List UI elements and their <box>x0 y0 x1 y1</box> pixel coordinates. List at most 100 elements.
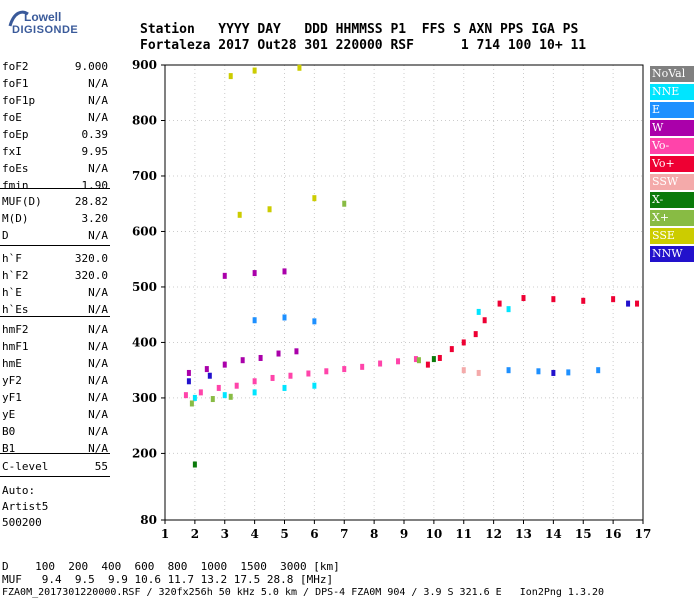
data-point <box>416 357 421 364</box>
param-value: N/A <box>88 408 108 421</box>
y-tick-label: 400 <box>132 335 157 349</box>
logo-line2: DIGISONDE <box>12 24 79 36</box>
data-point <box>497 300 502 307</box>
param-value: N/A <box>88 94 108 107</box>
lowell-digisonde-logo <box>4 6 64 46</box>
data-point <box>192 394 197 401</box>
data-point <box>252 389 257 396</box>
param-label: B0 <box>2 425 16 438</box>
param-value: N/A <box>88 425 108 438</box>
param-row: foF2 9.000 <box>2 60 108 74</box>
data-point <box>312 382 317 389</box>
param-label: foF2 <box>2 60 29 73</box>
data-point <box>267 206 272 213</box>
param-value: 320.0 <box>74 252 108 265</box>
param-value: N/A <box>88 77 108 90</box>
legend-item: X+ <box>650 210 694 226</box>
param-value: N/A <box>88 111 108 124</box>
param-row: C-level 55 <box>2 460 108 474</box>
param-row: hmF2 N/A <box>2 323 108 337</box>
param-value: N/A <box>88 374 108 387</box>
data-point <box>189 400 194 407</box>
footer-file-row: FZA0M_2017301220000.RSF / 320fx256h 50 k… <box>2 587 605 598</box>
param-label: h`F2 <box>2 269 29 282</box>
param-value: 0.39 <box>81 128 109 141</box>
data-point <box>222 361 227 368</box>
param-label: foEs <box>2 162 29 175</box>
data-point <box>461 367 466 374</box>
param-label: foF1p <box>2 94 36 107</box>
y-tick-label: 800 <box>132 113 157 127</box>
param-row: D N/A <box>2 229 108 243</box>
param-row: M(D) 3.20 <box>2 212 108 226</box>
y-tick-label: 300 <box>132 391 157 405</box>
param-value: 9.000 <box>74 60 108 73</box>
x-tick-label: 12 <box>485 527 502 541</box>
data-point <box>536 368 541 375</box>
param-row: h`E N/A <box>2 286 108 300</box>
x-tick-label: 11 <box>455 527 472 541</box>
data-point <box>482 317 487 324</box>
data-point <box>222 392 227 399</box>
x-tick-label: 3 <box>221 527 229 541</box>
data-point <box>425 361 430 368</box>
param-label: B1 <box>2 442 16 455</box>
param-row: h`F2 320.0 <box>2 269 108 283</box>
data-point <box>297 64 302 71</box>
x-tick-label: 9 <box>400 527 408 541</box>
x-tick-label: 1 <box>161 527 169 541</box>
data-point <box>252 67 257 74</box>
data-point <box>324 368 329 375</box>
param-value: N/A <box>88 391 108 404</box>
param-label: h`F <box>2 252 22 265</box>
x-tick-label: 17 <box>635 527 652 541</box>
param-row: foEp 0.39 <box>2 128 108 142</box>
data-point <box>252 317 257 324</box>
data-point <box>611 296 616 303</box>
data-point <box>282 314 287 321</box>
param-value: N/A <box>88 303 108 316</box>
data-point <box>342 200 347 207</box>
param-row: foEs N/A <box>2 162 108 176</box>
data-point <box>252 270 257 277</box>
param-value: N/A <box>88 323 108 336</box>
param-row: yF1 N/A <box>2 391 108 405</box>
data-point <box>506 306 511 313</box>
footer-muf-row: MUF 9.4 9.5 9.9 10.6 11.7 13.2 17.5 28.8… <box>2 573 334 586</box>
param-row: yE N/A <box>2 408 108 422</box>
data-point <box>216 384 221 391</box>
data-point <box>186 378 191 385</box>
data-point <box>252 378 257 385</box>
data-point <box>282 384 287 391</box>
footer-distance-row: D 100 200 400 600 800 1000 1500 3000 [km… <box>2 560 340 573</box>
y-tick-label: 900 <box>132 58 157 72</box>
data-point <box>449 346 454 353</box>
data-point <box>476 369 481 376</box>
legend-item: SSE <box>650 228 694 244</box>
x-tick-label: 13 <box>515 527 532 541</box>
data-point <box>360 363 365 370</box>
data-point <box>222 272 227 279</box>
param-row: fxI 9.95 <box>2 145 108 159</box>
data-point <box>312 318 317 325</box>
legend-item: Vo+ <box>650 156 694 172</box>
x-tick-label: 8 <box>370 527 378 541</box>
legend-item: Vo- <box>650 138 694 154</box>
y-tick-label: 200 <box>132 446 157 460</box>
data-point <box>186 369 191 376</box>
data-point <box>294 348 299 355</box>
param-separator <box>0 188 110 189</box>
data-point <box>270 374 275 381</box>
param-label: foE <box>2 111 22 124</box>
data-point <box>198 389 203 396</box>
x-tick-label: 2 <box>191 527 199 541</box>
param-value: N/A <box>88 229 108 242</box>
param-row: hmE N/A <box>2 357 108 371</box>
y-tick-label: 80 <box>140 513 157 527</box>
data-point <box>183 392 188 399</box>
param-row: B1 N/A <box>2 442 108 456</box>
param-label: D <box>2 229 9 242</box>
param-value: 9.95 <box>81 145 109 158</box>
data-point <box>312 195 317 202</box>
